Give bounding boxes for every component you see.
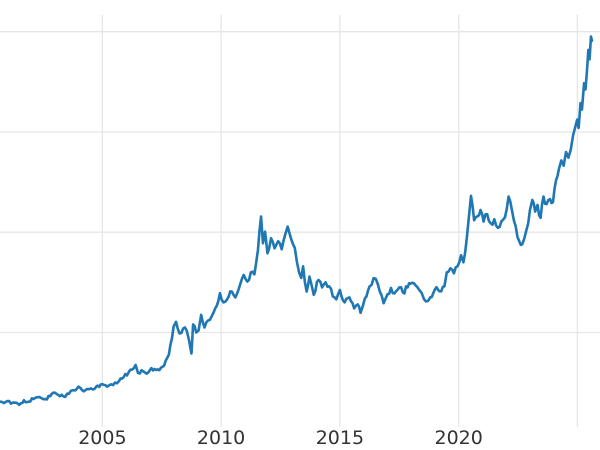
x-tick-label-2010: 2010 <box>196 427 246 449</box>
price-series-line <box>0 35 594 407</box>
x-tick-label-2005: 2005 <box>78 427 127 449</box>
x-tick-label-2020: 2020 <box>434 427 483 449</box>
gridlines <box>0 15 600 427</box>
x-tick-label-2015: 2015 <box>315 427 365 449</box>
